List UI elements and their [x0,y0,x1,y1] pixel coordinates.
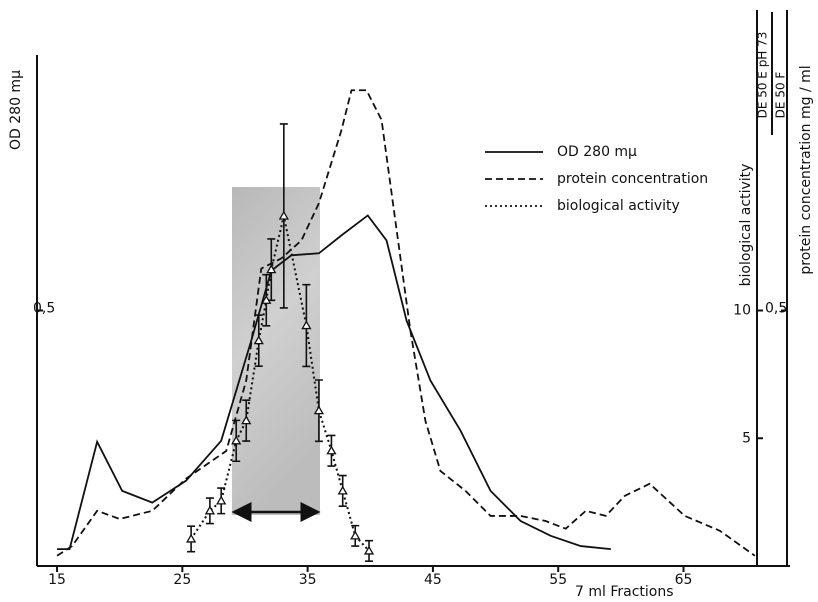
y2-tick-label: 10 [733,303,751,319]
triangle-marker [241,415,252,425]
legend-label: protein concentration [557,171,708,187]
x-label: 7 ml Fractions [575,584,674,600]
y3-label: protein concentration mg / ml [798,65,814,274]
y3-tick-label: 0,5 [765,301,787,317]
x-tick-label: 55 [549,572,567,588]
y2-header: DE 50 E pH 73 [756,32,770,119]
triangle-marker [216,495,227,505]
triangle-marker [313,405,325,415]
triangle-marker [185,533,197,543]
pooled-region [232,187,320,515]
y2-label: biological activity [738,164,754,287]
series-line [57,214,611,551]
triangle-marker [363,545,375,555]
y-label: OD 280 mμ [8,70,24,150]
x-tick-label: 65 [675,572,693,588]
triangle-marker [301,320,312,330]
triangle-marker [326,445,337,455]
triangle-marker [350,530,361,540]
triangle-marker [253,335,264,345]
triangle-marker [261,294,272,304]
x-tick-label: 45 [424,572,442,588]
series-line [56,89,756,557]
y2-tick-label: 5 [742,430,751,446]
triangle-marker [337,485,348,495]
triangle-marker [266,264,277,274]
x-tick-label: 25 [173,572,191,588]
triangle-marker [231,435,242,445]
y-tick-label: 0,5 [33,301,55,317]
y2-header: DE 50 F [774,72,788,119]
x-tick-label: 15 [48,572,66,588]
x-tick-label: 35 [299,572,317,588]
triangle-marker [204,505,216,515]
legend-label: OD 280 mμ [557,144,637,160]
triangle-marker [278,210,289,220]
legend-label: biological activity [557,198,680,214]
